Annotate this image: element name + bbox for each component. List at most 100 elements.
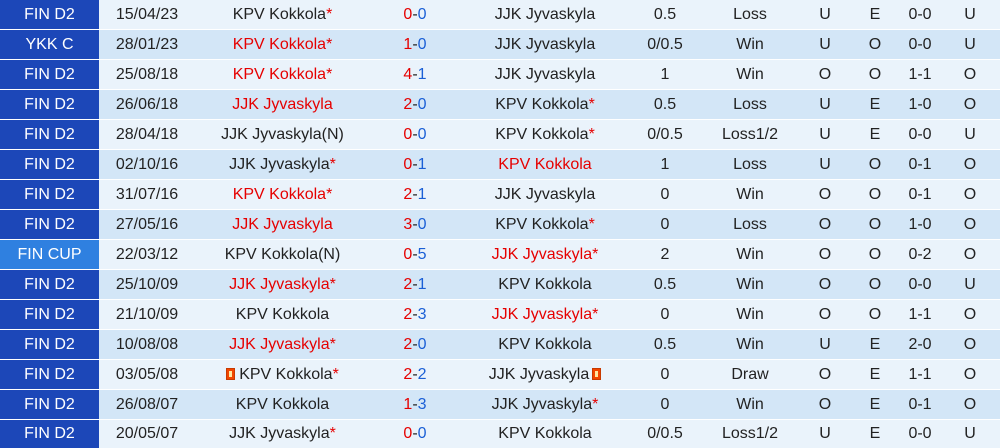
away-team-cell[interactable]: KPV Kokkola* (460, 210, 630, 240)
home-team-cell[interactable]: JJK Jyvaskyla* (195, 330, 370, 360)
league-cell[interactable]: FIN D2 (0, 60, 99, 90)
home-team-name[interactable]: KPV Kokkola (233, 186, 326, 203)
home-team-name[interactable]: KPV Kokkola (236, 306, 329, 323)
league-cell[interactable]: FIN D2 (0, 390, 99, 420)
home-team-cell[interactable]: JJK Jyvaskyla(N) (195, 120, 370, 150)
score-cell[interactable]: 0-5 (370, 240, 460, 270)
home-team-cell[interactable]: JJK Jyvaskyla* (195, 270, 370, 300)
home-team-name[interactable]: KPV Kokkola(N) (225, 246, 341, 263)
home-team-name[interactable]: JJK Jyvaskyla (229, 336, 329, 353)
league-cell[interactable]: FIN D2 (0, 300, 99, 330)
away-team-name[interactable]: KPV Kokkola (498, 276, 591, 293)
league-cell[interactable]: FIN D2 (0, 360, 99, 390)
score-cell[interactable]: 2-1 (370, 180, 460, 210)
away-team-name[interactable]: JJK Jyvaskyla (489, 366, 589, 383)
home-team-name[interactable]: JJK Jyvaskyla (232, 216, 332, 233)
score-cell[interactable]: 1-3 (370, 390, 460, 420)
away-team-cell[interactable]: JJK Jyvaskyla (460, 0, 630, 30)
away-team-cell[interactable]: JJK Jyvaskyla (460, 60, 630, 90)
away-team-cell[interactable]: JJK Jyvaskyla* (460, 240, 630, 270)
score-cell[interactable]: 0-1 (370, 150, 460, 180)
home-team-cell[interactable]: KPV Kokkola* (195, 0, 370, 30)
away-team-cell[interactable]: KPV Kokkola* (460, 90, 630, 120)
league-cell[interactable]: FIN D2 (0, 120, 99, 150)
away-team-name[interactable]: JJK Jyvaskyla (495, 6, 595, 23)
away-team-name[interactable]: KPV Kokkola (495, 96, 588, 113)
away-team-cell[interactable]: JJK Jyvaskyla* (460, 390, 630, 420)
home-team-cell[interactable]: KPV Kokkola(N) (195, 240, 370, 270)
home-team-cell[interactable]: JJK Jyvaskyla (195, 210, 370, 240)
away-team-name[interactable]: KPV Kokkola (498, 156, 591, 173)
home-team-name[interactable]: KPV Kokkola (233, 36, 326, 53)
away-team-cell[interactable]: JJK Jyvaskyla (460, 180, 630, 210)
away-team-name[interactable]: JJK Jyvaskyla (495, 66, 595, 83)
away-team-name[interactable]: KPV Kokkola (498, 336, 591, 353)
score-cell[interactable]: 2-2 (370, 360, 460, 390)
away-team-name[interactable]: JJK Jyvaskyla (492, 396, 592, 413)
home-team-cell[interactable]: KPV Kokkola* (195, 60, 370, 90)
away-team-name[interactable]: JJK Jyvaskyla (492, 306, 592, 323)
league-cell[interactable]: FIN D2 (0, 0, 99, 30)
away-team-cell[interactable]: JJK Jyvaskyla* (460, 300, 630, 330)
score-cell[interactable]: 0-0 (370, 0, 460, 30)
home-team-name[interactable]: KPV Kokkola (239, 366, 332, 383)
league-cell[interactable]: FIN D2 (0, 150, 99, 180)
score-cell[interactable]: 2-0 (370, 330, 460, 360)
away-team-name[interactable]: KPV Kokkola (495, 126, 588, 143)
home-team-cell[interactable]: JJK Jyvaskyla* (195, 150, 370, 180)
away-team-cell[interactable]: JJK Jyvaskyla (460, 360, 630, 390)
home-team-cell[interactable]: KPV Kokkola* (195, 360, 370, 390)
league-cell[interactable]: FIN D2 (0, 330, 99, 360)
half-time-score: 0-0 (900, 270, 940, 300)
away-team-name[interactable]: JJK Jyvaskyla (495, 36, 595, 53)
league-cell[interactable]: YKK C (0, 30, 99, 60)
home-team-name[interactable]: JJK Jyvaskyla (229, 156, 329, 173)
home-team-name[interactable]: JJK Jyvaskyla (232, 96, 332, 113)
away-team-name[interactable]: JJK Jyvaskyla (495, 186, 595, 203)
handicap-direction: U (800, 0, 850, 30)
home-team-name[interactable]: KPV Kokkola (236, 396, 329, 413)
away-team-name[interactable]: JJK Jyvaskyla (492, 246, 592, 263)
home-team-name[interactable]: JJK Jyvaskyla (229, 276, 329, 293)
league-cell[interactable]: FIN D2 (0, 180, 99, 210)
score-cell[interactable]: 3-0 (370, 210, 460, 240)
away-team-cell[interactable]: KPV Kokkola (460, 150, 630, 180)
score-cell[interactable]: 1-0 (370, 30, 460, 60)
league-cell[interactable]: FIN D2 (0, 270, 99, 300)
away-team-cell[interactable]: JJK Jyvaskyla (460, 30, 630, 60)
home-team-cell[interactable]: KPV Kokkola (195, 390, 370, 420)
score-cell[interactable]: 2-3 (370, 300, 460, 330)
away-team-cell[interactable]: KPV Kokkola* (460, 120, 630, 150)
away-team-cell[interactable]: KPV Kokkola (460, 330, 630, 360)
home-team-cell[interactable]: KPV Kokkola* (195, 30, 370, 60)
league-cell[interactable]: FIN D2 (0, 90, 99, 120)
home-team-name[interactable]: KPV Kokkola (233, 6, 326, 23)
away-team-name[interactable]: KPV Kokkola (495, 216, 588, 233)
home-team-cell[interactable]: JJK Jyvaskyla (195, 90, 370, 120)
score-cell[interactable]: 4-1 (370, 60, 460, 90)
score-cell[interactable]: 0-0 (370, 120, 460, 150)
home-team-name[interactable]: KPV Kokkola (233, 66, 326, 83)
away-team-cell[interactable]: KPV Kokkola (460, 270, 630, 300)
home-team-name[interactable]: JJK Jyvaskyla(N) (221, 126, 344, 143)
score-cell[interactable]: 2-0 (370, 90, 460, 120)
score-cell[interactable]: 2-1 (370, 270, 460, 300)
home-team-cell[interactable]: KPV Kokkola* (195, 180, 370, 210)
league-cell[interactable]: FIN D2 (0, 210, 99, 240)
league-cell[interactable]: FIN CUP (0, 240, 99, 270)
home-team-cell[interactable]: KPV Kokkola (195, 300, 370, 330)
